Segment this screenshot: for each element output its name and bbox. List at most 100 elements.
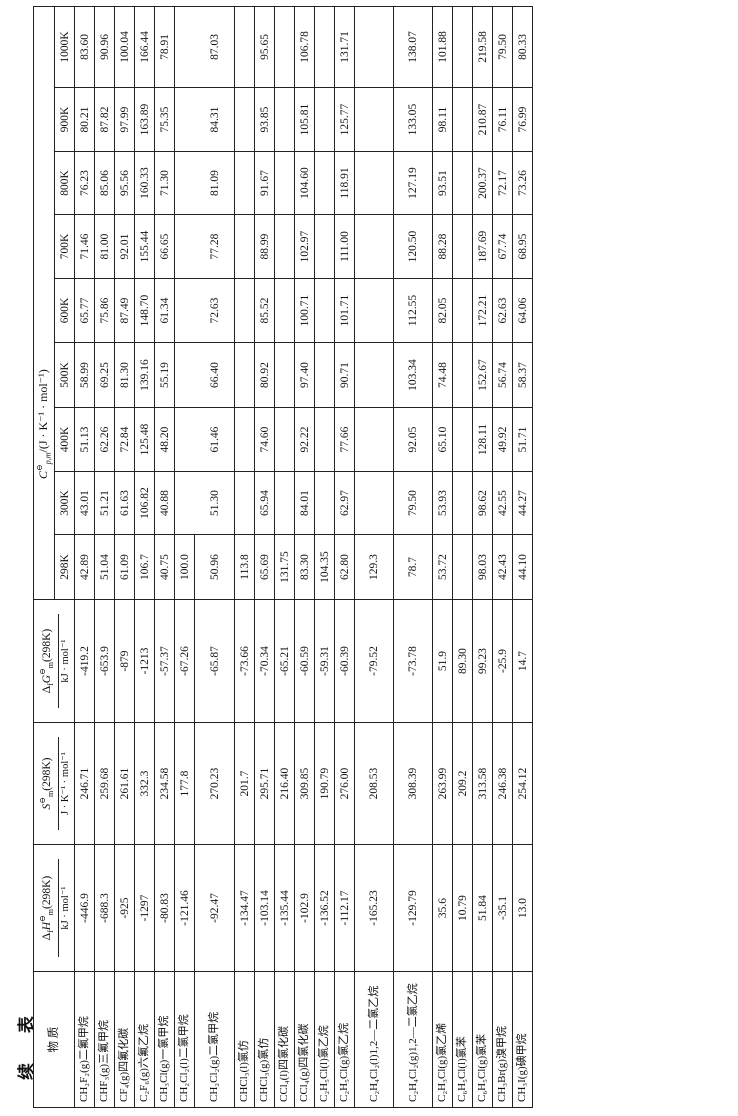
cp-value-500K: 90.71	[334, 342, 355, 408]
header-temp-298K: 298K	[54, 534, 75, 600]
cp-value-400K: 92.22	[294, 407, 315, 472]
cp-value-298K: 104.35	[314, 534, 335, 600]
cp-value-500K	[274, 342, 295, 408]
header-temp-800K: 800K	[54, 151, 75, 215]
cp-value-298K: 44.10	[512, 534, 533, 600]
entropy-value: 276.00	[334, 722, 355, 845]
cp-value-600K: 61.34	[154, 278, 175, 343]
table-row: CH₂F₂(g)二氟甲烷 -446.9 246.71 -419.2 42.89 43.01…	[74, 6, 95, 1108]
header-temp-700K: 700K	[54, 214, 75, 279]
header-temp-1000K: 1000K	[54, 6, 75, 88]
temp: (298K)	[40, 628, 53, 662]
enthalpy-value: -925	[114, 844, 135, 972]
table-row: CH₂Cl₂(g)二氯甲烷 -92.47 270.23 -65.87 50.96 51.3…	[194, 6, 235, 1108]
cp-value-1000K: 87.03	[194, 6, 235, 88]
cp-value-500K: 58.99	[74, 342, 95, 408]
entropy-value: 309.85	[294, 722, 315, 845]
cp-value-1000K: 95.65	[254, 6, 275, 88]
enthalpy-value: -129.79	[393, 844, 433, 972]
cp-value-800K	[452, 151, 473, 215]
gibbs-value: -419.2	[74, 599, 95, 723]
cp-value-800K	[174, 151, 195, 215]
substance-name: C₂F₆(g)六氟乙烷	[134, 971, 155, 1108]
header-temp-300K: 300K	[54, 471, 75, 535]
cp-value-298K: 100.0	[174, 534, 195, 600]
table-row: CCl₄(g)四氯化碳 -102.9 309.85 -60.59 83.30 84.01 9…	[294, 6, 315, 1108]
header-unit: kJ · mol⁻¹	[59, 639, 71, 683]
cp-value-900K: 210.87	[472, 87, 493, 152]
gibbs-value: -653.9	[94, 599, 115, 723]
cp-value-500K	[234, 342, 255, 408]
substance-name: CCl₄(g)四氯化碳	[294, 971, 315, 1108]
cp-value-298K: 53.72	[432, 534, 453, 600]
cp-value-400K	[174, 407, 195, 472]
cp-value-300K: 42.55	[492, 471, 513, 535]
cp-value-800K: 95.56	[114, 151, 135, 215]
gibbs-value: -25.9	[492, 599, 513, 723]
cp-value-1000K: 106.78	[294, 6, 315, 88]
cp-value-800K: 85.06	[94, 151, 115, 215]
entropy-value: 313.58	[472, 722, 493, 845]
cp-value-298K: 65.69	[254, 534, 275, 600]
cp-value-600K: 75.86	[94, 278, 115, 343]
cp-value-800K: 200.37	[472, 151, 493, 215]
cp-value-600K	[174, 278, 195, 343]
cp-value-500K: 56.74	[492, 342, 513, 408]
gibbs-value: -67.26	[174, 599, 195, 723]
table-row: C₂F₆(g)六氟乙烷 -1297 332.3 -1213 106.7 106.82 125…	[134, 6, 155, 1108]
gibbs-value: 51.9	[432, 599, 453, 723]
cp-value-600K: 64.06	[512, 278, 533, 343]
gibbs-value: -65.87	[194, 599, 235, 723]
substance-name: CHCl₃(g)氯仿	[254, 971, 275, 1108]
cp-value-300K	[274, 471, 295, 535]
cp-value-298K: 98.03	[472, 534, 493, 600]
cp-value-500K	[314, 342, 335, 408]
cp-value-900K: 163.89	[134, 87, 155, 152]
table-row: CH₃I(g)碘甲烷 13.0 254.12 14.7 44.10 44.27 51.71 5…	[512, 6, 533, 1108]
cp-value-900K: 84.31	[194, 87, 235, 152]
entropy-value: 216.40	[274, 722, 295, 845]
substance-name: CH₃Cl(g)一氯甲烷	[154, 971, 175, 1108]
cp-value-800K	[314, 151, 335, 215]
cp-value-300K	[174, 471, 195, 535]
cp-value-298K	[452, 534, 473, 600]
cp-value-800K	[234, 151, 255, 215]
substance-name: CH₂F₂(g)二氟甲烷	[74, 971, 95, 1108]
cp-value-400K: 48.20	[154, 407, 175, 472]
cp-value-300K: 53.93	[432, 471, 453, 535]
header-heat-capacity: C⊖p,m/(J · K⁻¹ · mol⁻¹)	[33, 6, 55, 600]
cp-value-500K: 139.16	[134, 342, 155, 408]
variable: G	[40, 674, 53, 684]
entropy-value: 295.71	[254, 722, 275, 845]
enthalpy-value: -135.44	[274, 844, 295, 972]
cp-value-800K: 160.33	[134, 151, 155, 215]
header-temp-900K: 900K	[54, 87, 75, 152]
table-row: CCl₄(l)四氯化碳 -135.44 216.40 -65.21 131.75	[274, 6, 295, 1108]
entropy-value: 177.8	[174, 722, 195, 845]
cp-value-400K: 62.26	[94, 407, 115, 472]
sub: f	[45, 930, 55, 933]
cp-value-700K: 187.69	[472, 214, 493, 279]
cp-value-700K: 88.28	[432, 214, 453, 279]
table-row: C₆H₅Cl(g)氯苯 51.84 313.58 99.23 98.03 98.62 128…	[472, 6, 493, 1108]
cp-value-300K: 44.27	[512, 471, 533, 535]
cp-value-298K: 51.04	[94, 534, 115, 600]
cp-value-800K: 76.23	[74, 151, 95, 215]
cp-value-900K: 97.99	[114, 87, 135, 152]
cp-value-700K: 120.50	[393, 214, 433, 279]
cp-symbol: C	[36, 470, 50, 479]
cp-value-700K: 68.95	[512, 214, 533, 279]
header-temp-600K: 600K	[54, 278, 75, 343]
gibbs-value: -73.78	[393, 599, 433, 723]
table-row: CF₄(g)四氟化碳 -925 261.61 -879 61.09 61.63 72.84 8…	[114, 6, 135, 1108]
cp-value-500K: 80.92	[254, 342, 275, 408]
substance-name: CH₂Cl₂(g)二氯甲烷	[194, 971, 235, 1108]
standard-sign: ⊖	[37, 797, 47, 804]
cp-value-900K: 76.99	[512, 87, 533, 152]
enthalpy-value: 35.6	[432, 844, 453, 972]
entropy-value: 263.99	[432, 722, 453, 845]
cp-value-900K: 93.85	[254, 87, 275, 152]
cp-value-298K: 113.8	[234, 534, 255, 600]
cp-value-300K: 65.94	[254, 471, 275, 535]
header-entropy: S⊖m(298K) J · K⁻¹ · mol⁻¹	[33, 722, 75, 845]
